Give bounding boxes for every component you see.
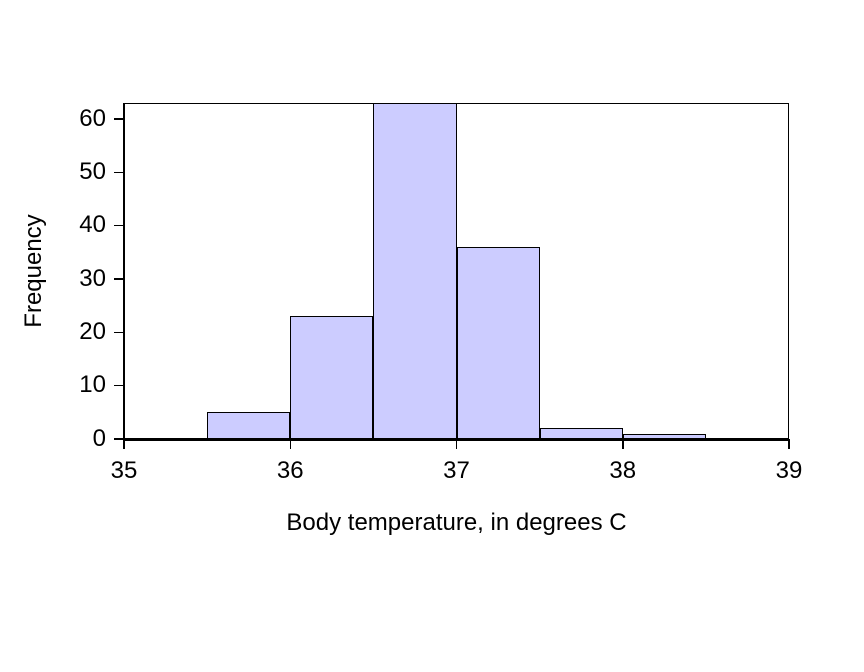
y-tick bbox=[114, 278, 124, 280]
y-tick-label: 60 bbox=[56, 105, 106, 133]
x-tick bbox=[788, 439, 790, 449]
y-tick bbox=[114, 118, 124, 120]
x-tick bbox=[123, 439, 125, 449]
x-tick bbox=[622, 439, 624, 449]
histogram-bar bbox=[373, 103, 456, 439]
y-tick bbox=[114, 438, 124, 440]
y-tick bbox=[114, 172, 124, 174]
x-tick bbox=[290, 439, 292, 449]
y-tick bbox=[114, 385, 124, 387]
y-tick bbox=[114, 225, 124, 227]
histogram-bar bbox=[290, 316, 373, 439]
y-tick-label: 50 bbox=[56, 158, 106, 186]
x-axis-label: Body temperature, in degrees C bbox=[124, 509, 789, 537]
histogram-bar bbox=[207, 412, 290, 439]
y-tick-label: 20 bbox=[56, 318, 106, 346]
x-tick-label: 39 bbox=[739, 457, 839, 485]
y-axis-line bbox=[123, 103, 125, 439]
histogram-bar bbox=[540, 428, 623, 439]
chart-stage: 35 36 37 38 39 0 10 20 30 40 50 60 Frequency Body … bbox=[0, 0, 864, 672]
x-tick-label: 35 bbox=[74, 457, 174, 485]
y-tick-label: 30 bbox=[56, 265, 106, 293]
y-tick-label: 0 bbox=[56, 425, 106, 453]
histogram-bar bbox=[457, 247, 540, 439]
x-tick-label: 36 bbox=[240, 457, 340, 485]
y-tick-label: 10 bbox=[56, 371, 106, 399]
y-tick bbox=[114, 332, 124, 334]
x-tick-label: 37 bbox=[407, 457, 507, 485]
y-tick-label: 40 bbox=[56, 211, 106, 239]
x-tick bbox=[456, 439, 458, 449]
y-axis-label: Frequency bbox=[20, 103, 48, 439]
x-tick-label: 38 bbox=[573, 457, 673, 485]
